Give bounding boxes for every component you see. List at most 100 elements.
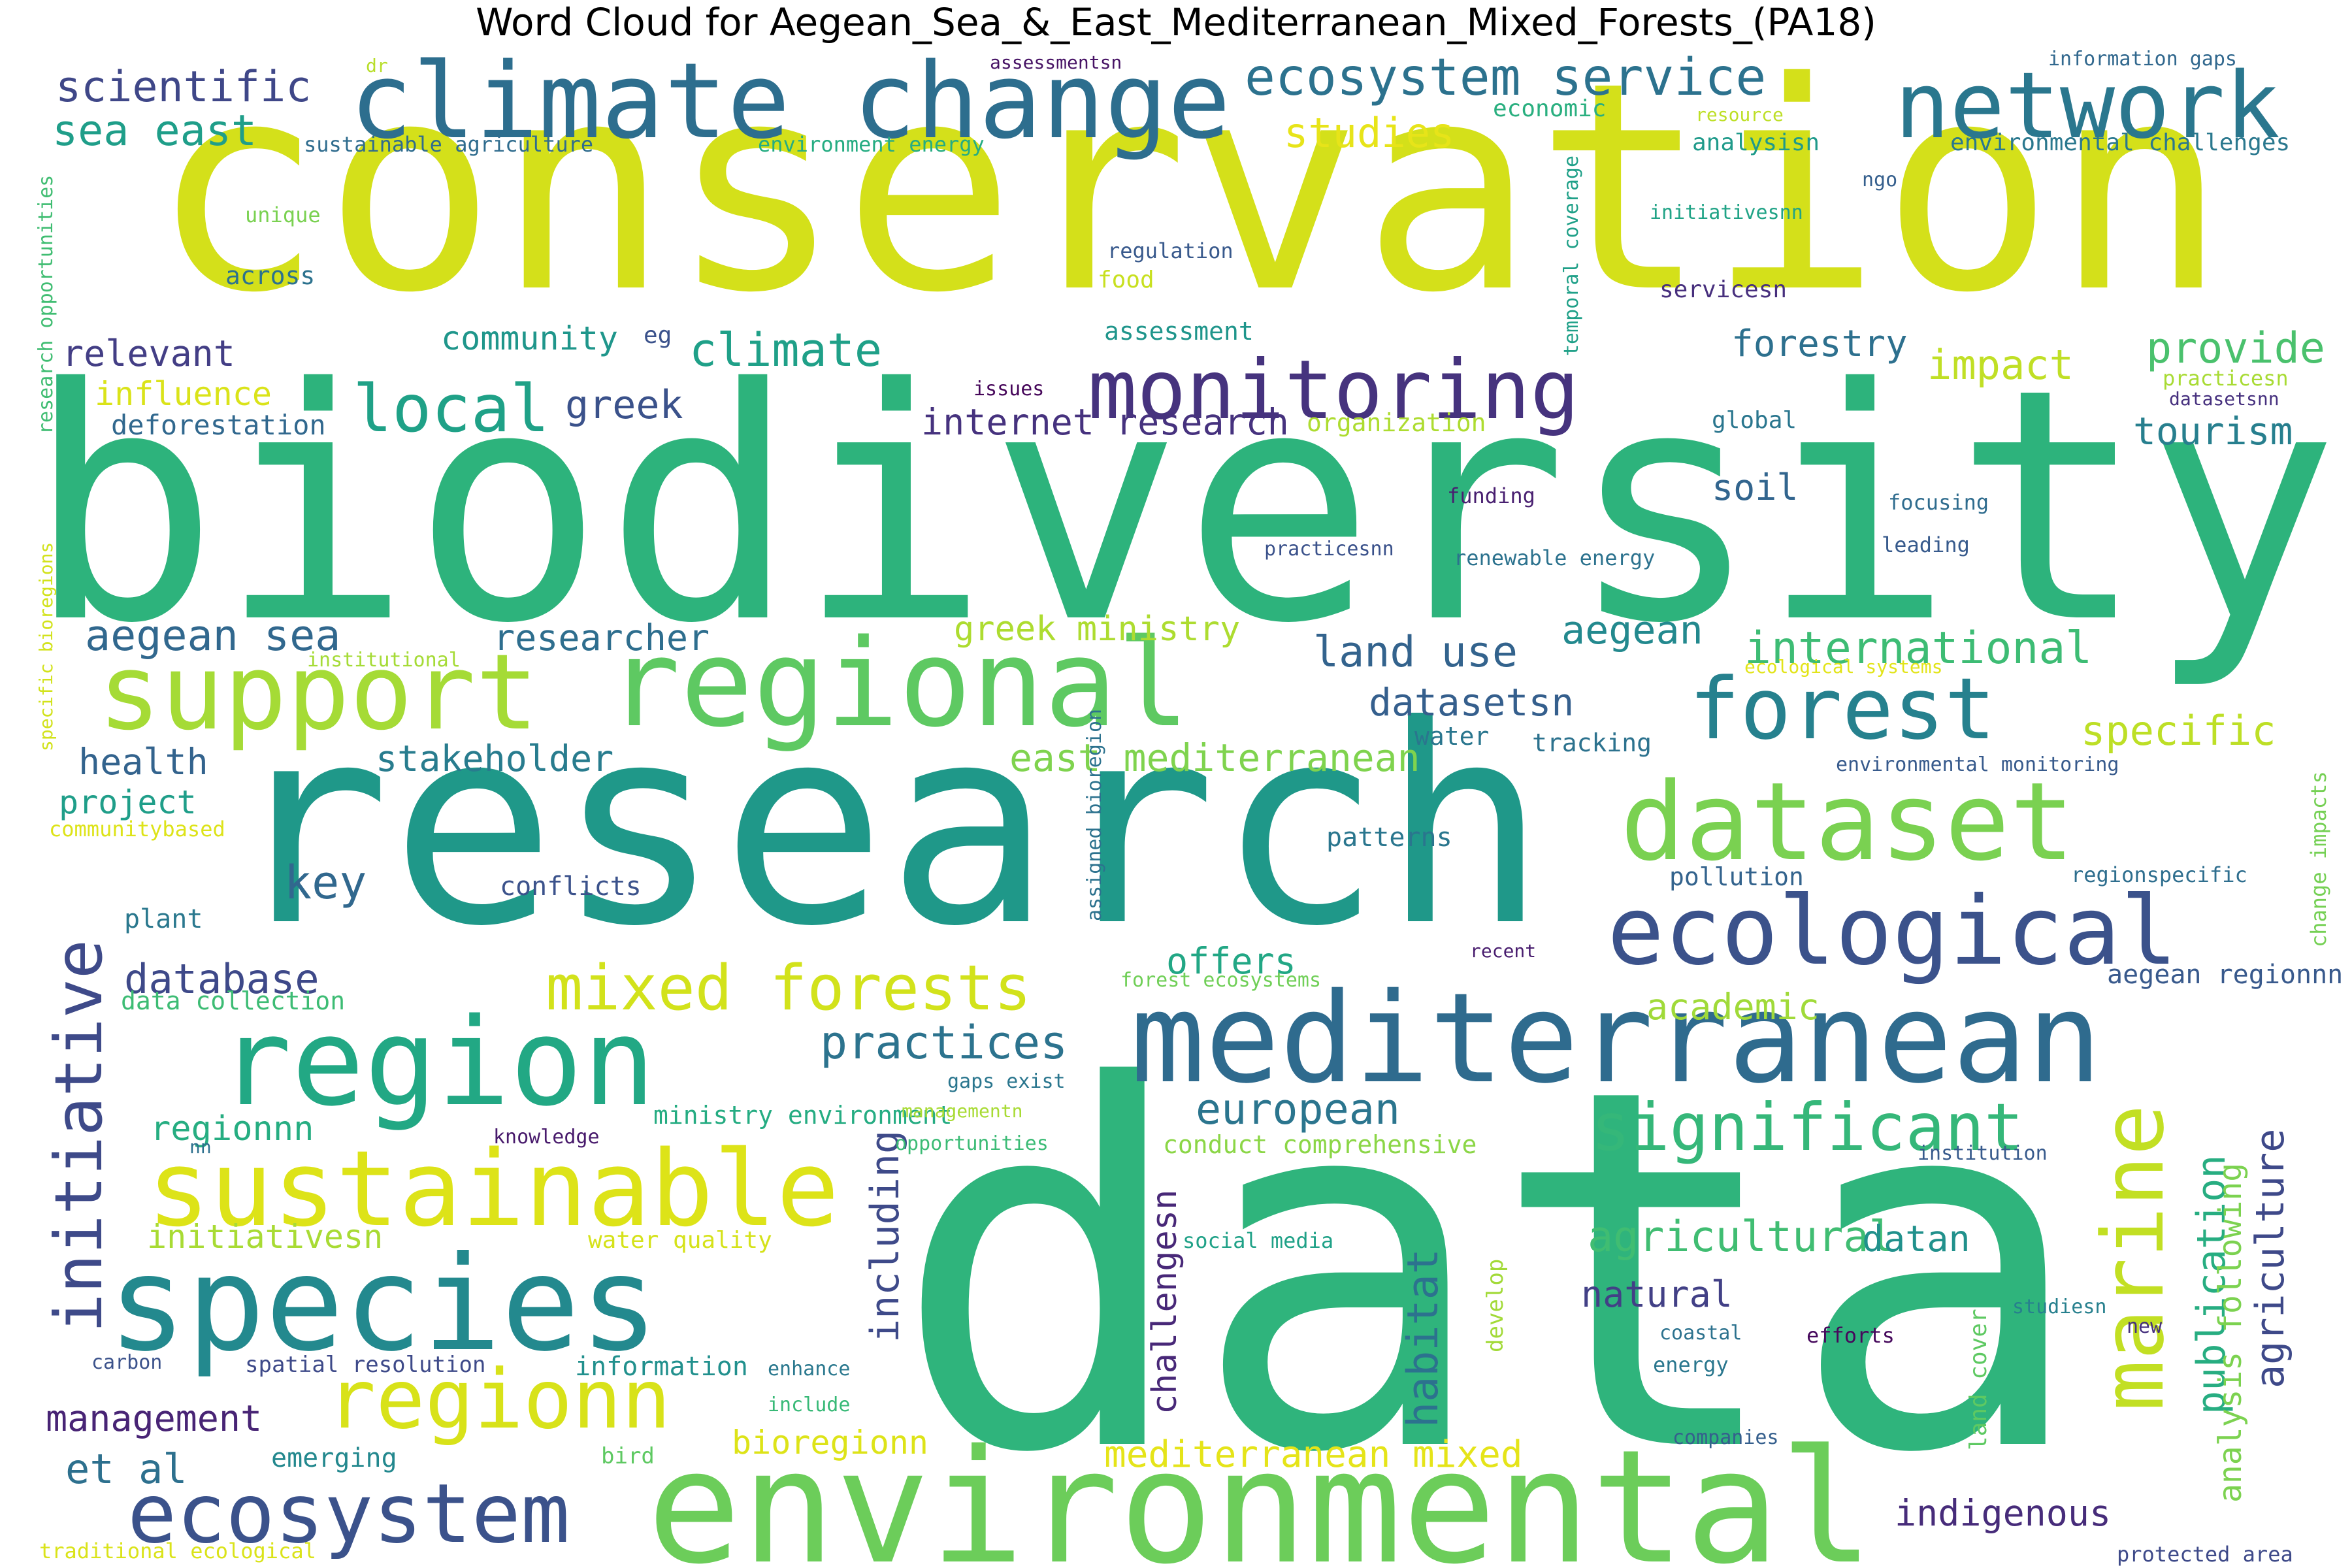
word-conflicts: conflicts — [500, 872, 642, 902]
word-monitoring: monitoring — [1088, 343, 1580, 438]
word-social-media: social media — [1183, 1228, 1333, 1253]
word-regionspecific: regionspecific — [2071, 862, 2247, 887]
word-information-gaps: information gaps — [2048, 48, 2237, 71]
word-scientific: scientific — [56, 63, 311, 112]
word-temporal-coverage: temporal coverage — [1560, 155, 1583, 356]
word-practicesnn: practicesnn — [1264, 538, 1394, 561]
word-land-cover: land cover — [1965, 1309, 1992, 1450]
word-community: community — [441, 319, 618, 357]
word-institution: institution — [1918, 1142, 2048, 1165]
word-across: across — [225, 261, 315, 290]
word-aegean-regionnn: aegean regionnn — [2107, 960, 2343, 990]
word-spatial-resolution: spatial resolution — [245, 1352, 485, 1378]
word-including: including — [862, 1130, 908, 1343]
word-ecological: ecological — [1607, 876, 2178, 987]
word-protected-area: protected area — [2117, 1542, 2293, 1567]
word-environmental-monitoring: environmental monitoring — [1836, 753, 2119, 776]
word-agriculture: agriculture — [2247, 1129, 2293, 1388]
word-datasetsn: datasetsn — [1369, 680, 1574, 725]
word-mediterranean-mixed: mediterranean mixed — [1104, 1433, 1523, 1476]
word-east-mediterranean: east mediterranean — [1009, 736, 1420, 780]
word-gaps-exist: gaps exist — [947, 1070, 1066, 1093]
word-initiativesn: initiativesn — [147, 1218, 383, 1256]
word-specific: specific — [2081, 707, 2276, 755]
word-datan: datan — [1862, 1218, 1970, 1260]
word-environment-energy: environment energy — [758, 132, 985, 157]
word-relevant: relevant — [62, 333, 235, 374]
word-regionn: regionn — [327, 1352, 671, 1447]
word-eg: eg — [644, 322, 672, 349]
word-species: species — [108, 1228, 659, 1380]
word-ecosystem-service: ecosystem service — [1245, 48, 1766, 107]
word-studiesn: studiesn — [2012, 1296, 2107, 1318]
word-ministry-environment: ministry environment — [653, 1101, 953, 1130]
word-bioregionn: bioregionn — [732, 1424, 928, 1462]
word-resource: resource — [1695, 104, 1784, 125]
word-datasetsnn: datasetsnn — [2169, 388, 2279, 410]
word-water: water — [1414, 722, 1489, 751]
word-ecosystem: ecosystem — [127, 1467, 570, 1561]
word-offers: offers — [1166, 940, 1296, 982]
word-local: local — [353, 370, 549, 447]
word-ecological-systems: ecological systems — [1744, 656, 1942, 678]
word-sustainable-agriculture: sustainable agriculture — [304, 132, 593, 157]
word-assessment: assessment — [1104, 317, 1254, 346]
word-food: food — [1098, 267, 1154, 293]
word-aegean: aegean — [1561, 608, 1703, 653]
word-assessmentsn: assessmentsn — [990, 52, 1122, 73]
word-agricultural: agricultural — [1588, 1213, 1895, 1262]
word-servicesn: servicesn — [1659, 276, 1787, 303]
word-energy: energy — [1653, 1352, 1729, 1377]
word-emerging: emerging — [271, 1443, 397, 1473]
word-data: data — [892, 984, 2087, 1561]
word-managementn: managementn — [902, 1100, 1022, 1122]
word-institutional: institutional — [307, 649, 461, 672]
word-habitat: habitat — [1399, 1249, 1448, 1428]
word-researcher: researcher — [493, 617, 710, 659]
word-climate: climate — [689, 323, 882, 377]
word-change-impacts: change impacts — [2306, 771, 2331, 947]
word-practices: practices — [820, 1016, 1068, 1070]
word-recent: recent — [1470, 940, 1536, 962]
word-region: region — [219, 992, 655, 1133]
word-provide: provide — [2146, 324, 2325, 373]
word-support: support — [98, 631, 538, 753]
word-climate-change: climate change — [350, 46, 1231, 162]
word-bird: bird — [601, 1443, 655, 1469]
word-research: research — [225, 667, 1547, 987]
word-land-use: land use — [1313, 628, 1518, 677]
word-network: network — [1895, 53, 2280, 159]
word-include: include — [768, 1394, 850, 1416]
word-global: global — [1712, 407, 1797, 434]
word-knowledge: knowledge — [493, 1126, 600, 1149]
word-initiative: initiative — [41, 939, 117, 1333]
word-international: international — [1744, 623, 2092, 674]
word-database: database — [124, 955, 319, 1003]
word-cloud-svg: conservationbiodiversityresearchdataenvi… — [26, 46, 2343, 1568]
word-environmental-challenges: environmental challenges — [1950, 129, 2290, 156]
word-indigenous: indigenous — [1895, 1492, 2111, 1534]
word-new: new — [2127, 1315, 2163, 1338]
word-forestry: forestry — [1731, 323, 1908, 365]
word-patterns: patterns — [1326, 823, 1452, 853]
word-environmental: environmental — [647, 1416, 1874, 1568]
word-dataset: dataset — [1620, 759, 2074, 885]
word-influence: influence — [95, 375, 272, 413]
word-greek: greek — [565, 382, 683, 428]
word-initiativesnn: initiativesnn — [1650, 201, 1803, 224]
word-assigned-bioregion: assigned bioregion — [1083, 709, 1106, 921]
word-focusing: focusing — [1888, 490, 1989, 515]
word-dr: dr — [366, 55, 388, 76]
word-pollution: pollution — [1669, 862, 1804, 891]
word-mediterranean: mediterranean — [1130, 966, 2102, 1111]
word-soil: soil — [1712, 466, 1798, 508]
word-leading: leading — [1882, 532, 1970, 557]
word-studies: studies — [1284, 109, 1454, 157]
word-funding: funding — [1447, 483, 1535, 508]
word-analysisn: analysisn — [1692, 129, 1820, 156]
word-cloud: conservation biodiversity research data envi… — [0, 46, 2352, 1568]
word-aegean-sea: aegean sea — [85, 612, 340, 661]
word-opportunities: opportunities — [895, 1132, 1049, 1155]
word-data-collection: data collection — [121, 987, 345, 1015]
word-deforestation: deforestation — [111, 409, 326, 441]
